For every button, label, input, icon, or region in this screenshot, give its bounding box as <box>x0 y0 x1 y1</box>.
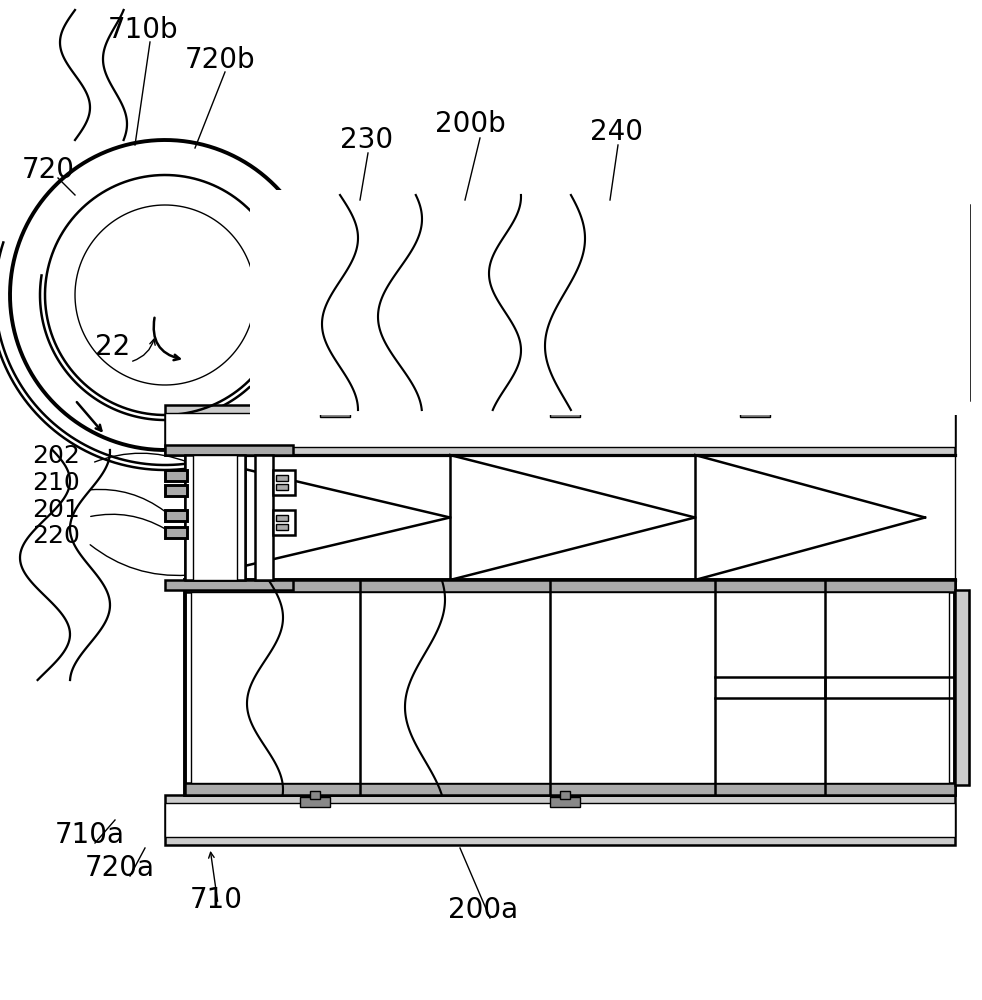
Text: 202: 202 <box>32 444 80 468</box>
Bar <box>165 470 187 481</box>
Bar <box>165 485 187 496</box>
Bar <box>273 470 295 495</box>
Bar <box>255 398 955 410</box>
Text: 720a: 720a <box>85 854 155 882</box>
Bar <box>320 407 350 417</box>
Bar <box>185 455 245 580</box>
Text: 220: 220 <box>32 524 80 548</box>
Bar <box>185 450 245 585</box>
Text: 200b: 200b <box>435 110 506 138</box>
Bar <box>185 580 955 795</box>
Bar <box>276 515 288 521</box>
Bar <box>185 783 955 795</box>
Bar <box>165 510 187 521</box>
Bar <box>273 510 295 535</box>
Bar <box>165 527 187 538</box>
Text: 710a: 710a <box>55 821 125 849</box>
Bar <box>165 445 293 455</box>
Bar <box>276 484 288 490</box>
Bar <box>261 207 949 398</box>
Bar <box>165 795 955 845</box>
Bar <box>191 592 949 783</box>
Bar <box>750 401 760 409</box>
Text: 710: 710 <box>190 886 243 914</box>
Bar <box>165 405 955 455</box>
Bar <box>165 580 293 590</box>
Bar <box>255 195 955 207</box>
Text: 710b: 710b <box>108 16 179 44</box>
Bar <box>255 195 955 410</box>
Bar <box>740 407 770 417</box>
Bar <box>330 401 340 409</box>
Bar <box>250 190 970 415</box>
Text: 720b: 720b <box>185 46 255 74</box>
Bar <box>185 580 955 592</box>
Text: 210: 210 <box>32 471 80 495</box>
Bar <box>165 803 955 837</box>
Text: 240: 240 <box>590 118 643 146</box>
Bar <box>550 407 580 417</box>
Bar <box>310 791 320 799</box>
Bar <box>955 205 969 400</box>
Bar <box>193 455 237 580</box>
Bar <box>300 797 330 807</box>
Text: 22: 22 <box>95 333 131 361</box>
Text: 201: 201 <box>32 498 80 522</box>
Bar <box>550 797 580 807</box>
Bar <box>255 455 273 580</box>
Text: 720: 720 <box>22 156 75 184</box>
Bar <box>955 590 969 785</box>
Text: 200a: 200a <box>448 896 518 924</box>
Bar <box>165 413 955 447</box>
Bar <box>560 791 570 799</box>
Bar <box>276 524 288 530</box>
Bar <box>560 401 570 409</box>
Bar <box>185 455 955 580</box>
Text: 230: 230 <box>340 126 393 154</box>
Bar <box>276 475 288 481</box>
